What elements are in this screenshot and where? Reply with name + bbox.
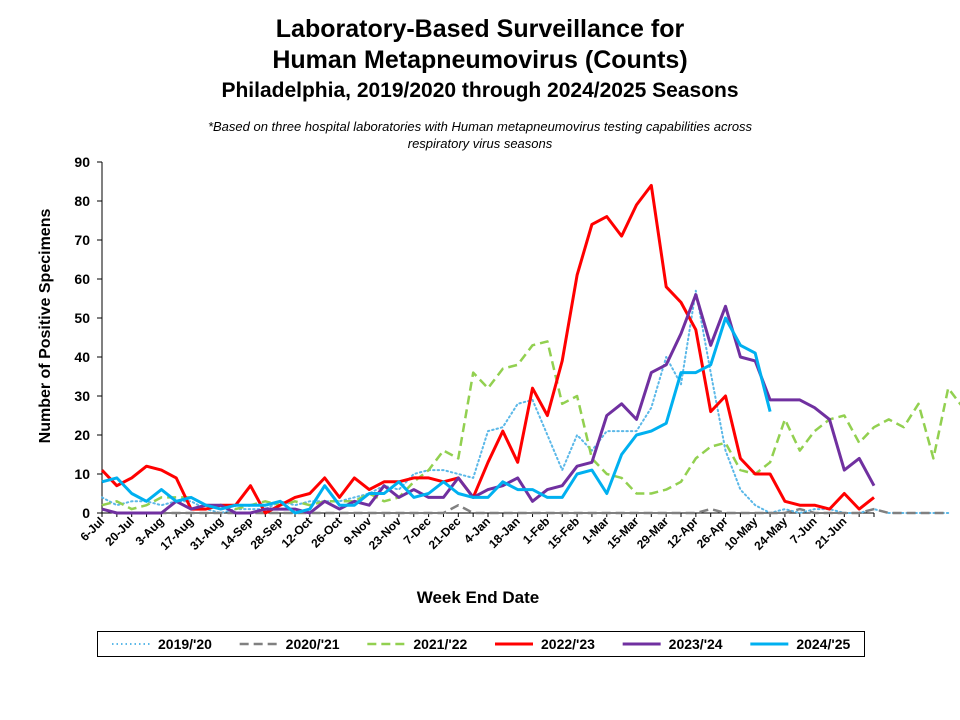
- x-tick-label-28-Sep: 28-Sep: [248, 514, 286, 552]
- legend-label-3: 2022/'23: [541, 636, 595, 652]
- legend-label-1: 2020/'21: [286, 636, 340, 652]
- x-tick-label-12-Apr: 12-Apr: [664, 514, 701, 551]
- series-line-3: [100, 183, 875, 515]
- y-tick-label-30: 30: [74, 388, 90, 404]
- x-tick-label-31-Aug: 31-Aug: [187, 514, 226, 553]
- y-tick-label-40: 40: [74, 349, 90, 365]
- chart-footnote-line-1: *Based on three hospital laboratories wi…: [207, 119, 753, 134]
- series-line-4: [101, 293, 876, 515]
- x-tick-label-15-Mar: 15-Mar: [604, 514, 641, 551]
- x-tick-label-21-Dec: 21-Dec: [426, 514, 464, 552]
- y-tick-label-20: 20: [74, 427, 90, 443]
- series-layer: [100, 183, 960, 515]
- legend-label-4: 2023/'24: [669, 636, 723, 652]
- x-tick-label-29-Mar: 29-Mar: [634, 514, 671, 551]
- legend-svg: 2019/'20 2020/'21 2021/'22 2022/'23 2023/'24…: [112, 636, 850, 652]
- x-tick-label-20-Jul: 20-Jul: [102, 514, 136, 548]
- chart-footnote-line-2: respiratory virus seasons: [407, 136, 553, 151]
- x-tick-label-14-Sep: 14-Sep: [218, 514, 256, 552]
- series-line-5: [101, 316, 772, 515]
- y-tick-label-10: 10: [74, 466, 90, 482]
- chart-footnote: *Based on three hospital laboratories wi…: [170, 118, 790, 152]
- series-line-0: [101, 289, 950, 514]
- legend-label-0: 2019/'20: [158, 636, 212, 652]
- x-tick-label-21-Jun: 21-Jun: [812, 514, 849, 551]
- x-axis-label: Week End Date: [417, 588, 540, 607]
- legend-label-2: 2021/'22: [413, 636, 467, 652]
- chart-title-line-1: Laboratory-Based Surveillance for: [275, 15, 685, 43]
- y-tick-label-50: 50: [74, 310, 90, 326]
- y-tick-label-80: 80: [74, 193, 90, 209]
- y-tick-label-60: 60: [74, 271, 90, 287]
- chart-legend: 2019/'20 2020/'21 2021/'22 2022/'23 2023/'24…: [97, 631, 865, 657]
- chart-title-block: Laboratory-Based Surveillance for Human …: [0, 14, 960, 105]
- chart-subtitle: Philadelphia, 2019/2020 through 2024/202…: [221, 79, 739, 102]
- y-tick-label-90: 90: [74, 154, 90, 170]
- y-tick-label-70: 70: [74, 232, 90, 248]
- chart-title-line-2: Human Metapneumovirus (Counts): [272, 46, 688, 74]
- x-tick-label-23-Nov: 23-Nov: [366, 514, 404, 552]
- y-tick-label-0: 0: [82, 505, 90, 521]
- x-tick-label-12-Oct: 12-Oct: [279, 514, 315, 550]
- x-tick-label-24-May: 24-May: [751, 514, 790, 553]
- x-tick-label-26-Oct: 26-Oct: [308, 514, 344, 550]
- x-tick-label-15-Feb: 15-Feb: [545, 514, 582, 551]
- y-axis-label: Number of Positive Specimens: [37, 209, 54, 444]
- x-tick-label-18-Jan: 18-Jan: [486, 514, 523, 551]
- legend-label-5: 2024/'25: [796, 636, 850, 652]
